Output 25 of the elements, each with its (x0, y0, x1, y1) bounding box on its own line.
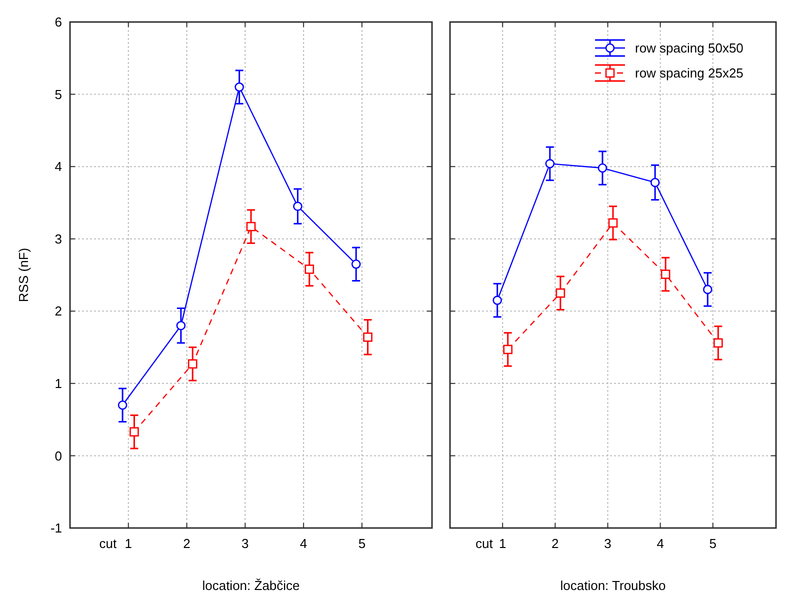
x-tick-label: 3 (242, 536, 249, 551)
y-axis-title: RSS (nF) (16, 248, 31, 302)
y-tick-label: 2 (54, 304, 62, 319)
x-tick-label: 5 (358, 536, 366, 551)
x-tick-label: 4 (656, 536, 664, 551)
x-tick-label: 2 (552, 536, 559, 551)
x-axis-title: location: Žabčice (202, 578, 300, 593)
x-tick-label: 4 (300, 536, 308, 551)
x-axis-title: location: Troubsko (560, 578, 666, 593)
x-tick-label: 3 (604, 536, 612, 551)
legend-label: row spacing 25x25 (635, 66, 744, 81)
text: cut (476, 536, 494, 551)
y-tick-label: -1 (50, 520, 62, 536)
y-tick-label: 4 (54, 159, 62, 174)
text: cut (99, 536, 118, 551)
y-tick-label: 5 (54, 86, 62, 102)
y-tick-label: 3 (54, 231, 62, 246)
x-tick-label: 2 (183, 536, 190, 551)
y-tick-label: 0 (54, 448, 62, 464)
x-tick-label: 5 (709, 536, 717, 551)
y-tick-label: 6 (54, 14, 62, 30)
x-tick-label: 1 (498, 536, 506, 551)
x-tick-label: 1 (124, 536, 132, 551)
y-tick-label: 1 (54, 376, 62, 391)
legend-label: row spacing 50x50 (635, 40, 744, 56)
